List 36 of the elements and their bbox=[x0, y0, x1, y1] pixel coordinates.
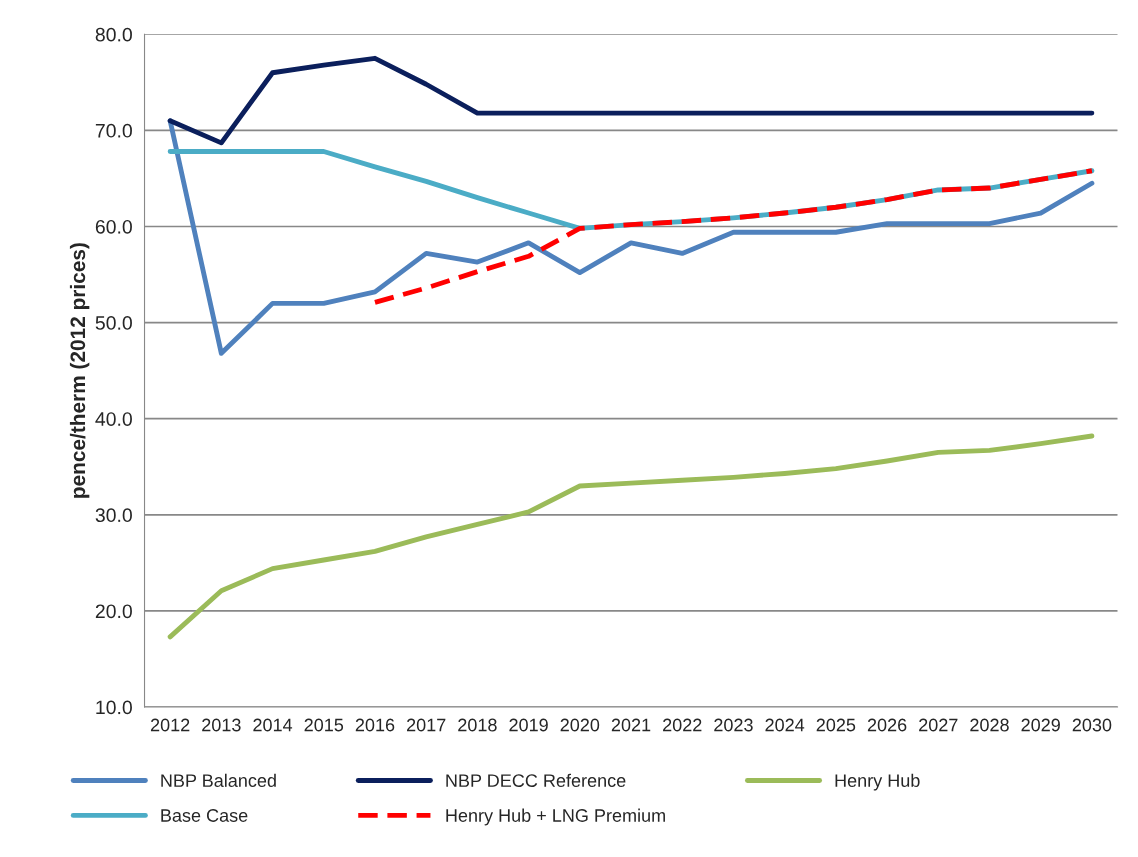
x-tick-label: 2018 bbox=[458, 718, 497, 732]
legend-label: Henry Hub bbox=[835, 773, 920, 791]
x-tick-label: 2016 bbox=[355, 718, 395, 732]
line-series bbox=[372, 168, 1095, 305]
y-tick-label: 50.0 bbox=[95, 316, 132, 330]
x-tick-label: 2025 bbox=[816, 718, 856, 732]
x-tick-label: 2020 bbox=[560, 718, 600, 732]
y-tick-label: 10.0 bbox=[96, 700, 132, 715]
x-tick-label: 2029 bbox=[1021, 718, 1060, 732]
x-tick-label: 2023 bbox=[714, 718, 753, 732]
y-tick-label: 70.0 bbox=[95, 123, 132, 138]
x-tick-label: 2013 bbox=[202, 718, 241, 732]
line-series bbox=[167, 55, 1095, 146]
y-axis-title: pence/therm (2012 prices) bbox=[69, 243, 90, 498]
x-tick-label: 2030 bbox=[1072, 718, 1112, 732]
x-tick-label: 2014 bbox=[253, 718, 293, 732]
x-tick-label: 2021 bbox=[611, 718, 651, 732]
x-tick-label: 2022 bbox=[663, 718, 702, 732]
y-tick-label: 20.0 bbox=[95, 604, 132, 619]
x-tick-label: 2019 bbox=[509, 718, 548, 732]
x-tick-label: 2028 bbox=[970, 718, 1009, 732]
y-tick-label: 60.0 bbox=[95, 219, 132, 234]
x-tick-label: 2024 bbox=[765, 718, 805, 732]
y-tick-label: 80.0 bbox=[95, 27, 132, 42]
legend-label: Henry Hub + LNG Premium bbox=[446, 808, 665, 826]
y-tick-label: 30.0 bbox=[95, 508, 132, 523]
legend-label: Base Case bbox=[161, 809, 248, 822]
x-tick-label: 2026 bbox=[867, 718, 907, 732]
legend-label: NBP Balanced bbox=[161, 773, 276, 787]
x-tick-label: 2012 bbox=[150, 718, 190, 732]
x-tick-label: 2027 bbox=[919, 718, 958, 732]
line-series bbox=[167, 433, 1095, 640]
x-tick-label: 2017 bbox=[407, 718, 446, 732]
x-tick-label: 2015 bbox=[304, 718, 344, 732]
y-tick-label: 40.0 bbox=[95, 412, 132, 426]
legend-label: NBP DECC Reference bbox=[446, 773, 626, 787]
